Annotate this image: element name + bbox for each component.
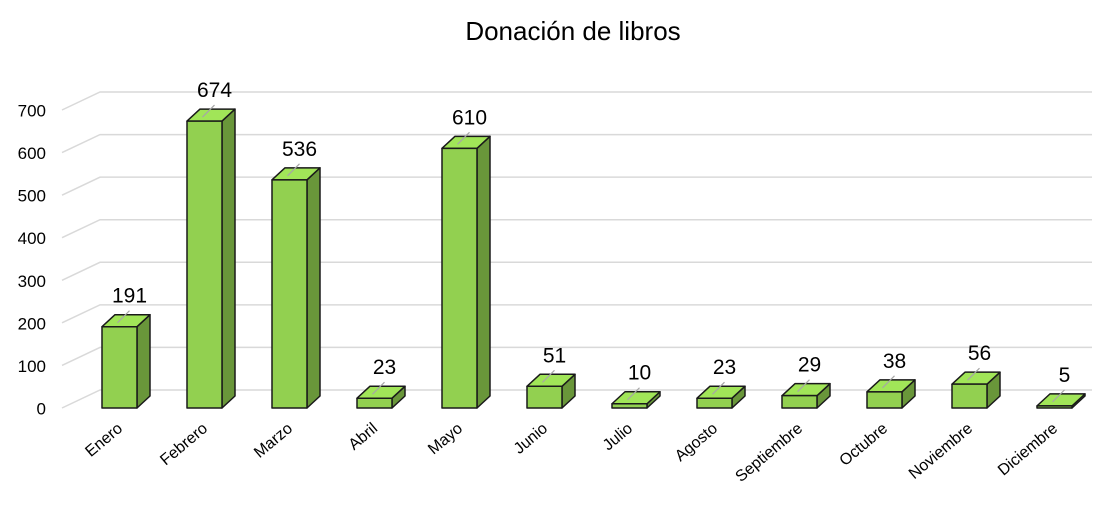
leader-line [202,104,215,118]
chart-title: Donación de libros [465,16,680,46]
x-tick-label: Septiembre [732,420,806,486]
x-tick-label: Diciembre [995,420,1061,479]
data-label: 51 [543,344,566,367]
bar-front [696,397,733,409]
bar-front [781,394,818,409]
leader-line [627,387,640,401]
x-tick-label: Mayo [425,420,466,458]
leader-line [117,310,130,324]
bar [526,373,576,409]
bar [696,385,746,409]
bar-front [866,391,903,409]
leader-line [372,381,385,395]
leader-line [967,367,980,381]
data-label: 191 [112,285,147,308]
bar-front [101,325,138,409]
bar-top [1036,393,1086,407]
leader-line [287,163,300,177]
data-label: 56 [968,342,991,365]
bar [101,313,151,409]
bar-front [526,385,563,409]
leader-line [712,381,725,395]
x-tick-label: Agosto [672,420,721,465]
x-tick-label: Noviembre [906,420,976,483]
grid-line [61,91,1092,111]
bar-side [136,313,151,409]
y-tick-label: 300 [18,272,46,291]
x-tick-label: Julio [600,420,636,454]
bar-front [1036,405,1073,409]
bar-front [441,147,478,409]
bar-side [476,135,491,409]
x-tick-label: Marzo [251,420,296,462]
grid-line [61,218,1092,239]
data-label: 29 [798,354,821,377]
x-tick-label: Junio [511,420,551,458]
bar [866,379,916,409]
data-label: 536 [282,138,317,161]
data-label: 610 [452,106,487,129]
grid-line [61,133,1092,154]
bar-side [221,108,236,409]
bar [441,135,491,409]
y-tick-label: 700 [18,101,46,120]
leader-line [457,131,470,145]
bar [1036,393,1086,409]
data-label: 23 [373,356,396,379]
x-tick-label: Febrero [157,420,211,469]
data-label: 674 [197,79,232,102]
bar [186,108,236,409]
grid-line [61,389,1092,409]
y-tick-label: 0 [37,399,46,418]
bar [611,390,661,409]
y-tick-label: 100 [18,357,46,376]
bar-front [356,397,393,409]
leader-line [542,369,555,383]
y-tick-label: 600 [18,144,46,163]
bar-front [951,383,988,409]
leader-line [882,375,895,389]
grid-line [61,261,1092,281]
bar [951,371,1001,409]
grid-line [61,346,1092,367]
bar-front [186,120,223,409]
leader-line [1052,389,1065,403]
y-tick-label: 500 [18,187,46,206]
grid-line [61,304,1092,324]
data-label: 23 [713,356,736,379]
y-tick-label: 200 [18,314,46,333]
y-tick-label: 400 [18,229,46,248]
grid-line [61,176,1092,196]
bar-front [611,402,648,409]
data-label: 10 [628,362,651,385]
x-tick-label: Enero [82,420,126,461]
leader-line [797,379,810,393]
bar-side [306,167,321,409]
bar [271,167,321,409]
bar [781,382,831,409]
x-tick-label: Octubre [837,420,892,470]
data-label: 5 [1059,364,1071,387]
bar-front [271,179,308,409]
x-tick-label: Abril [346,420,381,454]
bar [356,385,406,409]
data-label: 38 [883,350,906,373]
